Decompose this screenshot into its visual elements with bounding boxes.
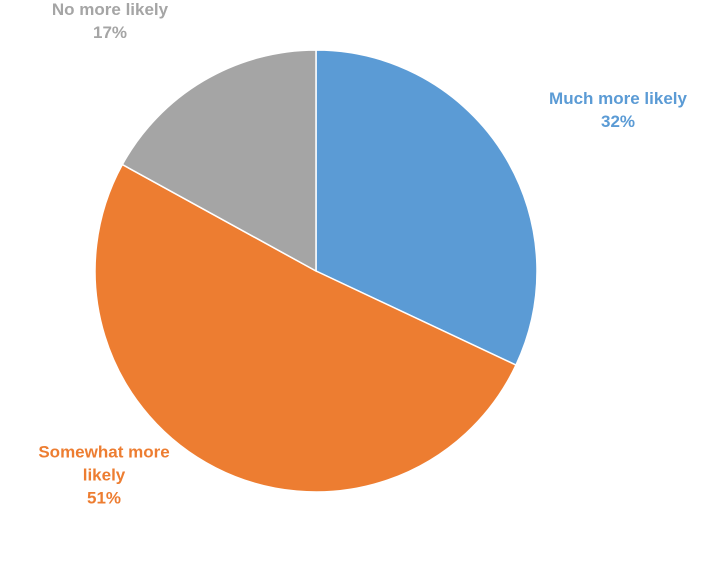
data-label-no-more-likely: No more likely 17%	[52, 0, 169, 42]
slice-category-label: No more likely	[52, 0, 169, 19]
slice-category-label: Much more likely	[549, 89, 687, 108]
slice-category-label: likely	[83, 465, 126, 484]
pie-slices	[94, 49, 538, 493]
slice-category-label: Somewhat more	[38, 442, 169, 461]
slice-percent-label: 32%	[601, 112, 635, 131]
pie-slice-much-more-likely	[315, 49, 538, 367]
pie-slice-no-more-likely	[121, 49, 317, 273]
slice-percent-label: 17%	[93, 23, 127, 42]
pie-labels: Much more likely 32% Somewhat more likely 51…	[38, 0, 687, 507]
slice-percent-label: 51%	[87, 488, 121, 507]
data-label-somewhat-more-likely: Somewhat more likely 51%	[38, 442, 169, 507]
pie-slice-somewhat-more-likely	[94, 163, 517, 493]
data-label-much-more-likely: Much more likely 32%	[549, 89, 687, 131]
